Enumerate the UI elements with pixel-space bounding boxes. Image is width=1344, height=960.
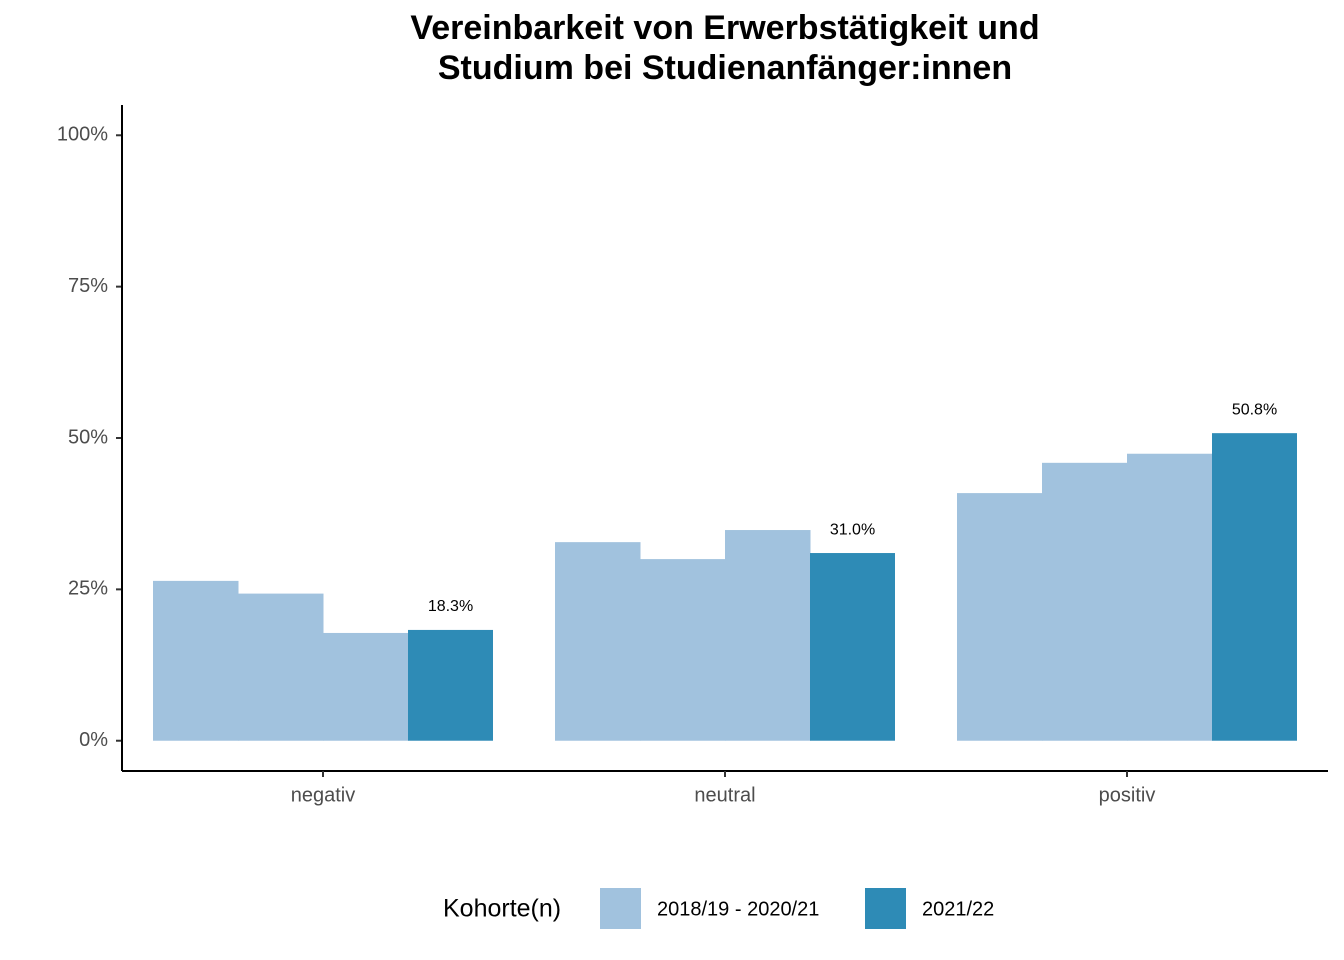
bar — [957, 493, 1043, 741]
x-tick-label: neutral — [694, 784, 755, 806]
bar — [555, 542, 641, 741]
y-tick-label: 50% — [68, 426, 108, 448]
bar — [323, 632, 409, 741]
x-tick-label: positiv — [1099, 784, 1156, 806]
chart-subtitle: Studium bei Studienanfänger:innen — [438, 49, 1012, 87]
bar — [408, 629, 493, 741]
bar — [725, 530, 811, 741]
bar — [1212, 433, 1297, 741]
legend-key — [865, 888, 906, 929]
legend-key — [600, 888, 641, 929]
legend-label: 2021/22 — [922, 898, 994, 920]
legend-label: 2018/19 - 2020/21 — [657, 898, 819, 920]
bar — [1127, 453, 1213, 741]
x-tick-label: negativ — [291, 784, 356, 806]
value-label: 31.0% — [830, 521, 875, 538]
bar — [153, 580, 239, 741]
chart-title: Vereinbarkeit von Erwerbstätigkeit und — [410, 9, 1039, 47]
value-label: 18.3% — [428, 598, 473, 615]
bar — [640, 559, 726, 741]
y-tick-label: 0% — [79, 729, 108, 751]
y-tick-label: 100% — [57, 124, 108, 146]
value-label: 50.8% — [1232, 401, 1277, 418]
y-tick-label: 75% — [68, 275, 108, 297]
y-tick-label: 25% — [68, 578, 108, 600]
bar — [810, 553, 895, 741]
bar — [1042, 462, 1128, 741]
legend-title: Kohorte(n) — [443, 895, 561, 923]
bar — [238, 593, 324, 741]
